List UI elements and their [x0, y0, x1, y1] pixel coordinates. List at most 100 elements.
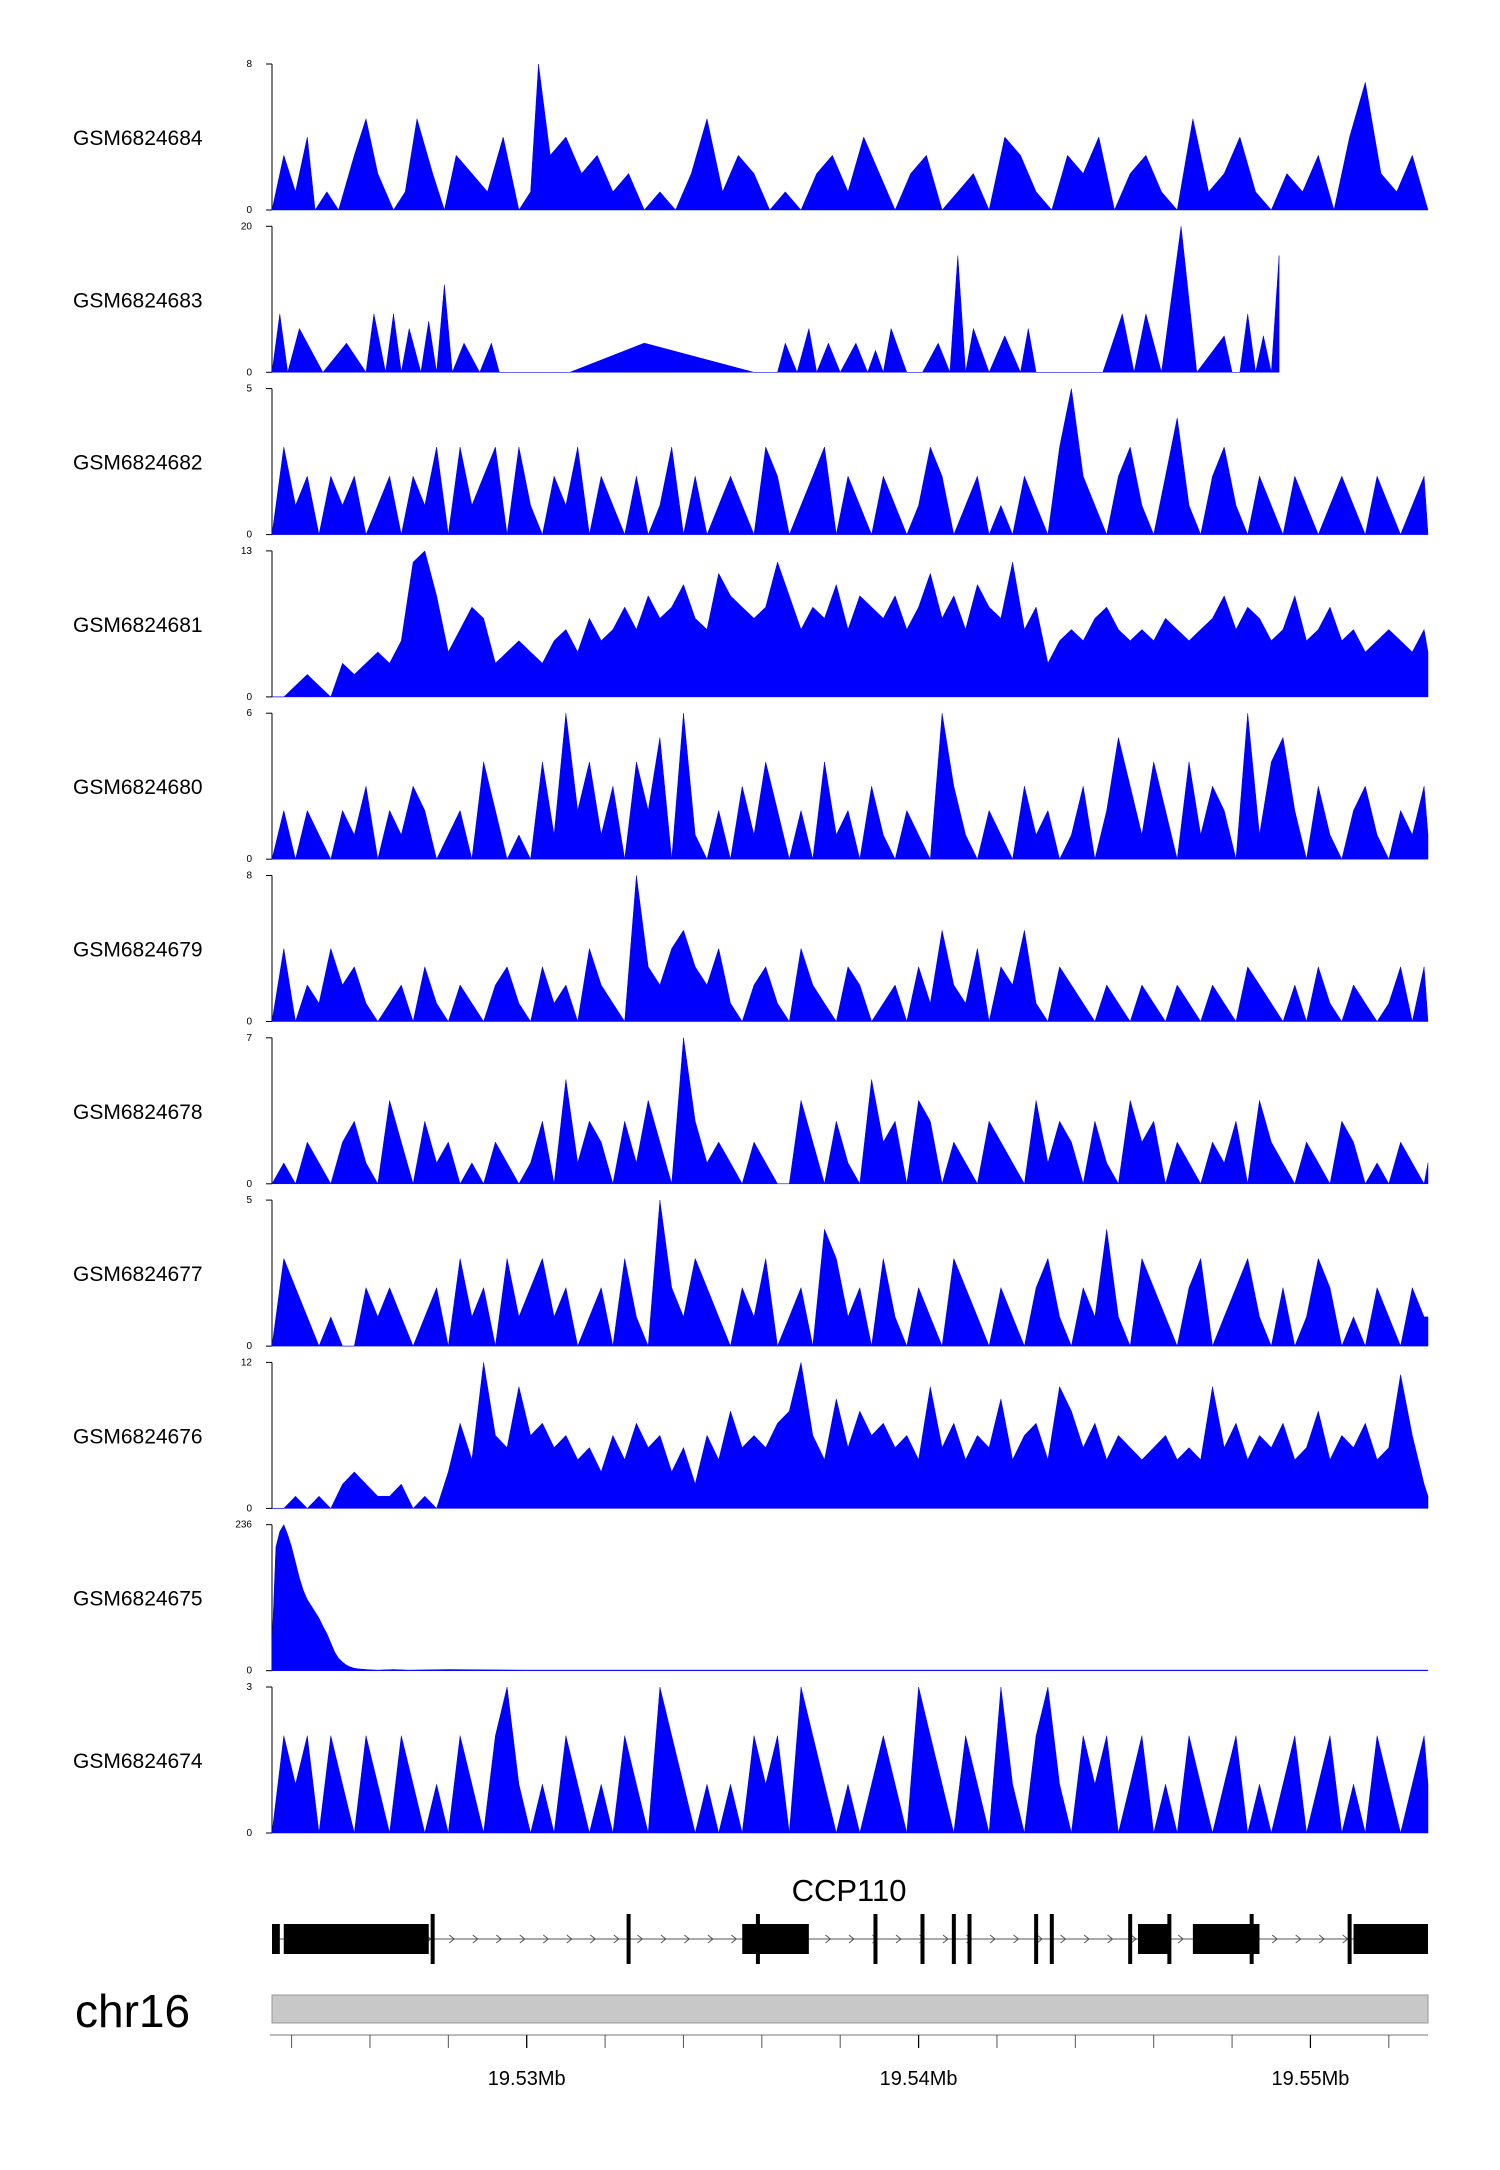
- axis-tick-label: 19.55Mb: [1272, 2068, 1350, 2090]
- track-label: GSM6824674: [73, 1750, 203, 1773]
- strand-arrow: [707, 1934, 714, 1944]
- utr-block: [272, 1924, 280, 1954]
- exon-tick: [951, 1914, 956, 1964]
- exon-block: [742, 1924, 809, 1954]
- exon-tick: [920, 1914, 925, 1964]
- track-min-label: 0: [246, 692, 252, 703]
- chromosome-band: [271, 1994, 1429, 2024]
- track-max-label: 13: [241, 546, 253, 557]
- track-min-label: 0: [246, 1017, 252, 1028]
- strand-arrow: [1295, 1934, 1302, 1944]
- strand-arrow: [1130, 1934, 1137, 1944]
- strand-arrow: [519, 1934, 526, 1944]
- strand-arrow: [613, 1934, 620, 1944]
- strand-arrow: [942, 1934, 949, 1944]
- gene-model-track: CCP110: [272, 1873, 1428, 1964]
- track-label: GSM6824680: [73, 776, 203, 799]
- strand-arrow: [1107, 1934, 1114, 1944]
- coverage-area: [271, 875, 1429, 1023]
- exon-tick: [430, 1914, 435, 1964]
- track-min-label: 0: [246, 205, 252, 216]
- track-GSM6824677: GSM6824677 5 0: [73, 1195, 1429, 1352]
- track-min-label: 0: [246, 854, 252, 865]
- strand-arrow: [989, 1934, 996, 1944]
- strand-arrow: [895, 1934, 902, 1944]
- track-label: GSM6824677: [73, 1263, 203, 1286]
- coverage-tracks: GSM682468480GSM6824683200GSM682468250GSM…: [73, 59, 1429, 1839]
- track-min-label: 0: [246, 1666, 252, 1677]
- track-GSM6824679: GSM6824679 8 0: [73, 871, 1429, 1028]
- exon-block: [1138, 1924, 1170, 1954]
- strand-arrow: [566, 1934, 573, 1944]
- track-max-label: 12: [241, 1357, 253, 1368]
- strand-arrow: [1083, 1934, 1090, 1944]
- strand-arrow: [848, 1934, 855, 1944]
- strand-arrow: [542, 1934, 550, 1944]
- strand-arrow: [1271, 1934, 1278, 1944]
- exon-tick: [967, 1914, 972, 1964]
- track-GSM6824675: GSM6824675 236 0: [73, 1520, 1429, 1677]
- track-max-label: 5: [246, 1195, 252, 1206]
- track-min-label: 0: [246, 367, 252, 378]
- coverage-area: [271, 1037, 1429, 1185]
- chromosome-ideogram: chr16: [75, 1985, 1429, 2037]
- track-GSM6824676: GSM6824676 12 0: [73, 1357, 1429, 1514]
- exon-tick: [873, 1914, 878, 1964]
- coverage-area: [271, 226, 1280, 374]
- track-GSM6824683: GSM6824683 20 0: [73, 221, 1280, 378]
- track-max-label: 8: [246, 59, 252, 70]
- track-max-label: 5: [246, 384, 252, 395]
- strand-arrow: [637, 1934, 644, 1944]
- track-GSM6824680: GSM6824680 6 0: [73, 708, 1429, 865]
- genome-axis: 19.53Mb 19.54Mb 19.55Mb: [270, 2034, 1428, 2090]
- coverage-area: [272, 550, 1429, 698]
- exon-tick: [626, 1914, 631, 1964]
- strand-arrow: [1060, 1934, 1067, 1944]
- track-max-label: 6: [246, 708, 252, 719]
- track-max-label: 3: [246, 1682, 252, 1693]
- coverage-area: [271, 388, 1429, 536]
- track-GSM6824678: GSM6824678 7 0: [73, 1033, 1429, 1190]
- track-min-label: 0: [246, 1179, 252, 1190]
- strand-arrow: [684, 1934, 691, 1944]
- track-GSM6824684: GSM6824684 8 0: [73, 59, 1429, 216]
- track-label: GSM6824681: [73, 614, 203, 637]
- track-GSM6824681: GSM6824681 13 0: [73, 546, 1429, 703]
- coverage-area: [272, 1362, 1429, 1509]
- coverage-area: [271, 63, 1429, 211]
- track-label: GSM6824679: [73, 939, 203, 962]
- strand-arrow: [448, 1934, 456, 1944]
- exon-tick: [1128, 1914, 1133, 1964]
- strand-arrow: [1013, 1934, 1020, 1944]
- track-label: GSM6824678: [73, 1101, 203, 1124]
- coverage-area: [271, 713, 1429, 861]
- coverage-area: [271, 1200, 1429, 1348]
- strand-arrow: [1036, 1934, 1043, 1944]
- track-GSM6824674: GSM6824674 3 0: [73, 1682, 1429, 1839]
- track-label: GSM6824683: [73, 289, 203, 312]
- track-label: GSM6824676: [73, 1425, 203, 1448]
- exon-tick: [1167, 1914, 1172, 1964]
- axis-tick-label: 19.54Mb: [880, 2068, 958, 2090]
- strand-arrow: [472, 1934, 479, 1944]
- track-max-label: 8: [246, 871, 252, 882]
- track-label: GSM6824675: [73, 1588, 203, 1611]
- gene-label: CCP110: [792, 1873, 907, 1908]
- track-GSM6824682: GSM6824682 5 0: [73, 384, 1429, 541]
- strand-arrow: [590, 1934, 597, 1944]
- strand-arrow: [1177, 1934, 1184, 1944]
- coverage-area: [271, 1686, 1429, 1834]
- track-min-label: 0: [246, 1341, 252, 1352]
- track-min-label: 0: [246, 1503, 252, 1514]
- utr-block: [1353, 1924, 1428, 1954]
- track-max-label: 236: [235, 1520, 252, 1531]
- track-max-label: 20: [241, 221, 253, 232]
- exon-block: [283, 1924, 429, 1954]
- track-min-label: 0: [246, 1828, 252, 1839]
- strand-arrow: [1318, 1934, 1326, 1944]
- exon-tick: [1347, 1914, 1352, 1964]
- coverage-area: [271, 1524, 1429, 1671]
- exon-tick: [755, 1914, 760, 1964]
- exon-block: [1192, 1924, 1260, 1954]
